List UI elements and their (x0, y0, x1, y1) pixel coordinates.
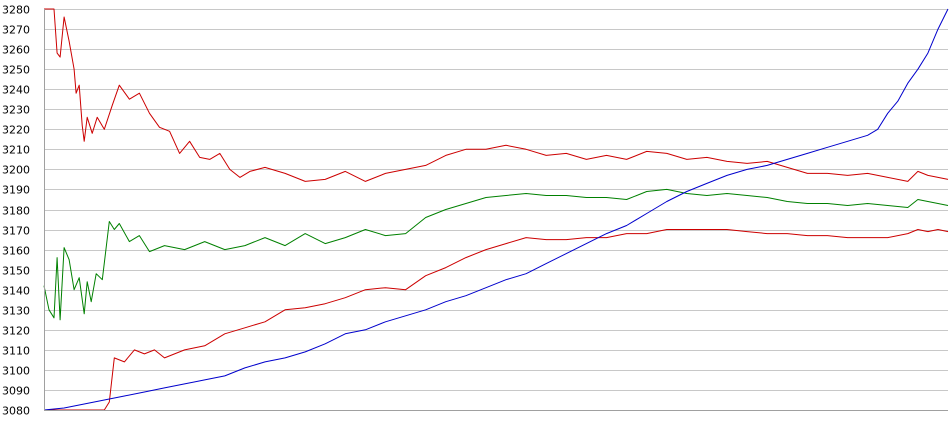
y-tick-label: 3200 (2, 164, 30, 177)
y-tick-label: 3220 (2, 124, 30, 137)
y-axis-tick-labels: 3080 3090 3100 3110 3120 3130 3140 3150 3160 3170… (2, 4, 30, 418)
y-tick-label: 3130 (2, 305, 30, 318)
y-tick-label: 3160 (2, 245, 30, 258)
axes (44, 9, 948, 411)
gridlines (44, 9, 948, 411)
y-tick-label: 3170 (2, 225, 30, 238)
series-line-3 (44, 229, 949, 411)
y-tick-label: 3120 (2, 325, 30, 338)
series-line-2 (43, 188, 949, 321)
y-tick-label: 3230 (2, 104, 30, 117)
series-line-1 (44, 8, 949, 182)
y-tick-label: 3240 (2, 84, 30, 97)
y-tick-label: 3250 (2, 64, 30, 77)
y-tick-label: 3140 (2, 285, 30, 298)
y-tick-label: 3180 (2, 205, 30, 218)
y-tick-label: 3260 (2, 44, 30, 57)
y-tick-label: 3210 (2, 144, 30, 157)
y-tick-label: 3080 (2, 405, 30, 418)
y-tick-label: 3280 (2, 4, 30, 17)
series-line-4 (43, 8, 949, 411)
y-tick-label: 3150 (2, 265, 30, 278)
y-tick-label: 3190 (2, 184, 30, 197)
y-tick-label: 3110 (2, 345, 30, 358)
y-tick-label: 3270 (2, 24, 30, 37)
y-tick-label: 3100 (2, 365, 30, 378)
y-tick-label: 3090 (2, 385, 30, 398)
series-lines (43, 8, 949, 411)
